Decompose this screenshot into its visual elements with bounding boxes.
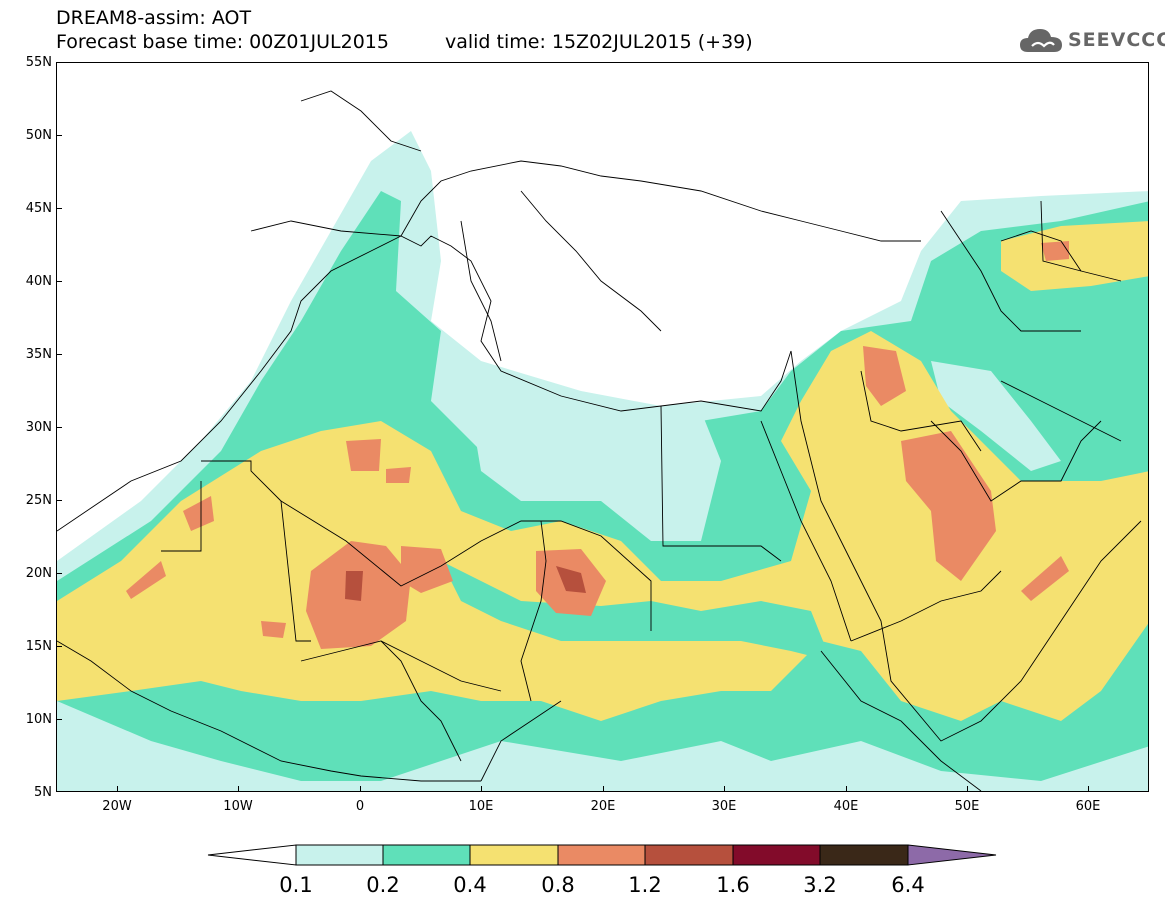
aot-field-0.8 [901, 431, 996, 581]
colorbar-label: 1.2 [628, 873, 662, 897]
aot-field-0.8 [401, 546, 453, 593]
y-axis-tick [56, 573, 62, 574]
aot-field-1.2 [556, 566, 586, 593]
y-tick-label: 25N [25, 493, 52, 508]
y-axis-tick [56, 354, 62, 355]
chart-title: DREAM8-assim: AOT [56, 7, 252, 29]
x-axis-tick [603, 786, 604, 792]
colorbar-under-arrow [207, 844, 297, 866]
aot-field-0.2-gap [441, 561, 831, 661]
x-axis-tick [360, 786, 361, 792]
y-axis-tick [56, 427, 62, 428]
y-tick-label: 10N [25, 712, 52, 727]
colorbar-swatch [557, 844, 646, 866]
y-tick-label: 5N [34, 785, 52, 800]
colorbar-label: 1.6 [716, 873, 750, 897]
x-tick-label: 20E [590, 799, 616, 814]
colorbar [207, 844, 997, 866]
y-tick-label: 30N [25, 420, 52, 435]
colorbar-swatch [732, 844, 821, 866]
aot-field-0.8 [183, 496, 214, 531]
colorbar-label: 3.2 [803, 873, 837, 897]
y-tick-label: 55N [25, 55, 52, 70]
aot-map [57, 90, 1148, 791]
aot-field-0.8 [1041, 241, 1069, 261]
x-tick-label: 20W [102, 799, 132, 814]
x-tick-label: 40E [833, 799, 859, 814]
x-axis-tick [967, 786, 968, 792]
x-axis-tick [238, 786, 239, 792]
y-tick-label: 40N [25, 274, 52, 289]
x-tick-label: 30E [711, 799, 737, 814]
y-tick-label: 35N [25, 347, 52, 362]
aot-field-0.8 [1021, 556, 1069, 601]
y-tick-label: 45N [25, 201, 52, 216]
y-tick-label: 15N [25, 639, 52, 654]
aot-field-0.8 [863, 346, 906, 406]
forecast-base-time: Forecast base time: 00Z01JUL2015 [56, 31, 389, 53]
aot-field-0.1-pocket [931, 361, 1061, 471]
colorbar-swatch [295, 844, 384, 866]
y-tick-label: 20N [25, 566, 52, 581]
x-axis-tick [724, 786, 725, 792]
x-tick-label: 60E [1075, 799, 1101, 814]
aot-field-0.8 [261, 621, 286, 638]
logo-text: SEEVCCC [1068, 29, 1165, 51]
colorbar-swatch [469, 844, 559, 866]
x-tick-label: 10W [223, 799, 253, 814]
y-tick-label: 50N [25, 128, 52, 143]
x-axis-tick [846, 786, 847, 792]
aot-field-0.8 [126, 561, 166, 599]
y-axis-tick [56, 500, 62, 501]
y-axis-tick [56, 281, 62, 282]
aot-fields [57, 131, 1148, 791]
y-axis-tick [56, 646, 62, 647]
x-tick-label: 0 [355, 799, 365, 814]
time-info: Forecast base time: 00Z01JUL2015 valid ti… [56, 31, 753, 53]
valid-time: valid time: 15Z02JUL2015 (+39) [444, 31, 753, 53]
y-axis-tick [56, 62, 62, 63]
x-tick-label: 50E [954, 799, 980, 814]
map-frame [56, 62, 1149, 792]
coastlines-and-borders [57, 90, 1142, 791]
y-axis-tick [56, 719, 62, 720]
x-axis-tick [1088, 786, 1089, 792]
aot-field-0.4-caspian [1001, 221, 1148, 291]
y-axis-tick [56, 208, 62, 209]
aot-field-0.8 [386, 467, 411, 483]
seevccc-logo: SEEVCCC [1018, 26, 1165, 54]
x-axis-tick [117, 786, 118, 792]
colorbar-swatch [644, 844, 734, 866]
aot-field-0.1-pocket [471, 401, 721, 541]
x-tick-label: 10E [468, 799, 494, 814]
colorbar-label: 0.2 [366, 873, 400, 897]
aot-field-0.8 [346, 439, 381, 471]
colorbar-swatch [819, 844, 909, 866]
colorbar-over-arrow [907, 844, 997, 866]
colorbar-label: 0.8 [541, 873, 575, 897]
colorbar-label: 0.1 [279, 873, 313, 897]
x-axis-tick [481, 786, 482, 792]
colorbar-label: 6.4 [891, 873, 925, 897]
colorbar-swatch [382, 844, 471, 866]
y-axis-tick [56, 135, 62, 136]
cloud-icon [1020, 29, 1062, 52]
colorbar-label: 0.4 [453, 873, 487, 897]
aot-field-1.2 [345, 571, 363, 601]
